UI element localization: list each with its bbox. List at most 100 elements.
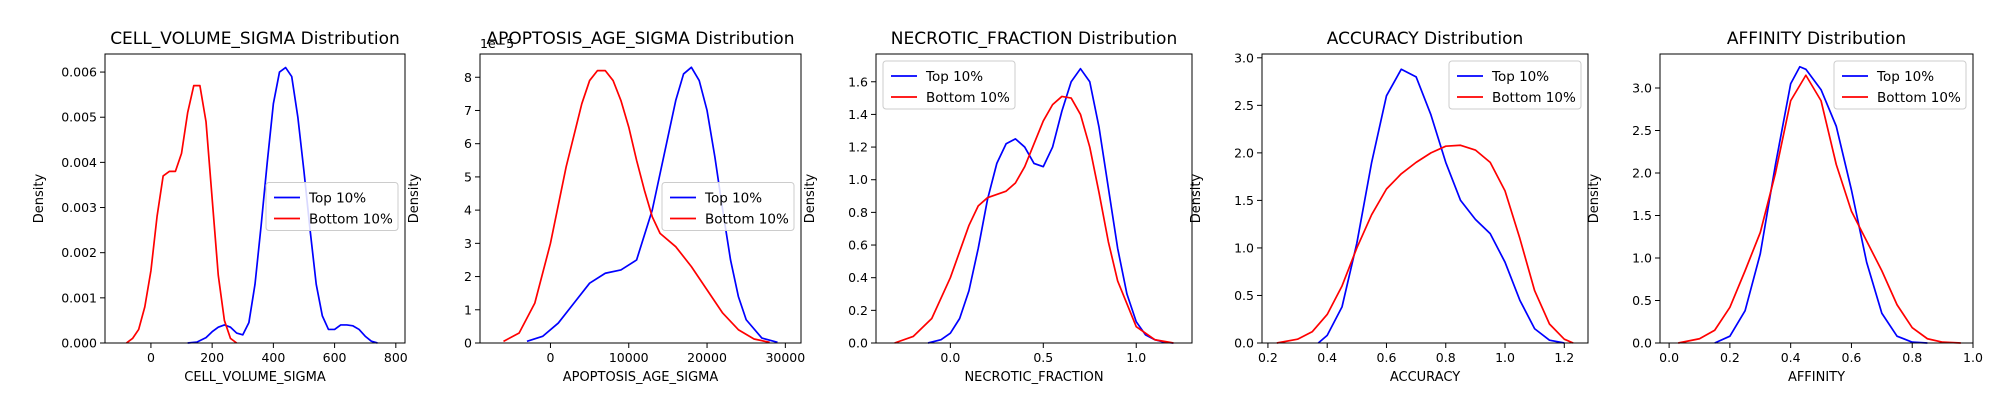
series-line-top [927, 67, 1174, 344]
y-tick-label: 0.6 [848, 238, 868, 253]
y-tick-label: 3 [464, 236, 472, 251]
legend-label: Bottom 10% [705, 212, 789, 228]
y-tick-label: 1 [464, 302, 472, 317]
x-tick-label: 20000 [687, 350, 727, 365]
chart-title: AFFINITY Distribution [1727, 29, 1906, 49]
x-tick-label: 1.2 [1554, 350, 1574, 365]
x-axis-label: NECROTIC_FRACTION [964, 370, 1103, 385]
x-tick-label: 0.0 [1659, 350, 1679, 365]
x-tick-label: 0.8 [1436, 350, 1456, 365]
y-tick-label: 1.5 [1632, 208, 1652, 223]
series-line-top [187, 66, 378, 344]
plot-frame [104, 53, 406, 344]
y-tick-label: 2.5 [1234, 98, 1254, 113]
y-tick-label: 1.0 [1234, 240, 1254, 255]
chart-panel-2: APOPTOSIS_AGE_SIGMA Distribution APOPTOSI… [407, 29, 805, 385]
x-tick-label: 600 [323, 350, 347, 365]
legend-label: Bottom 10% [309, 212, 393, 228]
y-tick-label: 0.006 [61, 65, 97, 80]
x-tick-label: 0 [546, 350, 554, 365]
y-tick-label: 0.002 [61, 245, 97, 260]
y-axis-label: Density [32, 173, 47, 223]
x-tick-label: 0.6 [1842, 350, 1862, 365]
y-tick-label: 6 [464, 136, 472, 151]
series-line-bottom [125, 84, 238, 344]
legend-label: Top 10% [925, 69, 983, 85]
x-tick-label: 1.0 [1963, 350, 1983, 365]
series-line-bottom [1276, 144, 1574, 344]
y-tick-label: 0.005 [61, 110, 97, 125]
y-tick-label: 0.8 [848, 205, 868, 220]
y-axis-label: Density [1189, 173, 1204, 223]
y-tick-label: 1.0 [848, 172, 868, 187]
x-tick-label: 10000 [609, 350, 649, 365]
y-tick-label: 1.2 [848, 140, 868, 155]
x-tick-label: 0.8 [1902, 350, 1922, 365]
series-line-top [1714, 65, 1928, 344]
chart-panel-5: AFFINITY Distribution AFFINITY Density 0.0 0… [1587, 29, 1983, 385]
legend-label: Bottom 10% [1877, 90, 1961, 106]
x-tick-label: 0.0 [940, 350, 960, 365]
y-tick-label: 8 [464, 70, 472, 85]
chart-title: ACCURACY Distribution [1327, 29, 1524, 49]
x-tick-label: 800 [384, 350, 408, 365]
x-tick-label: 1.0 [1495, 350, 1515, 365]
chart-panel-3: NECROTIC_FRACTION Distribution NECROTIC_F… [803, 29, 1193, 385]
y-tick-label: 1.6 [848, 74, 868, 89]
x-axis-label: AFFINITY [1788, 370, 1845, 385]
y-tick-label: 3.0 [1234, 50, 1254, 65]
chart-title: NECROTIC_FRACTION Distribution [891, 29, 1177, 49]
y-tick-label: 1.5 [1234, 193, 1254, 208]
x-tick-label: 0.4 [1781, 350, 1801, 365]
y-tick-label: 0.4 [848, 270, 868, 285]
y-axis-label: Density [407, 173, 422, 223]
chart-title: CELL_VOLUME_SIGMA Distribution [110, 29, 400, 49]
y-tick-label: 0.003 [61, 200, 97, 215]
x-tick-label: 0.5 [1033, 350, 1053, 365]
y-tick-label: 0.0 [1632, 336, 1652, 351]
chart-title: APOPTOSIS_AGE_SIGMA Distribution [487, 29, 795, 49]
y-tick-label: 0.0 [1234, 336, 1254, 351]
legend-label: Top 10% [1491, 69, 1549, 85]
x-tick-label: 0.2 [1720, 350, 1740, 365]
legend-label: Top 10% [704, 191, 762, 207]
y-tick-label: 1.0 [1632, 251, 1652, 266]
y-tick-label: 3.0 [1632, 81, 1652, 96]
y-tick-label: 2.5 [1632, 123, 1652, 138]
x-tick-label: 400 [261, 350, 285, 365]
plot-frame [875, 53, 1193, 344]
series-line-bottom [894, 95, 1174, 344]
y-tick-label: 1.4 [848, 107, 868, 122]
y-tick-label: 0.000 [61, 336, 97, 351]
y-axis-label: Density [803, 173, 818, 223]
x-tick-label: 0.2 [1258, 350, 1278, 365]
series-line-top [526, 66, 778, 344]
x-tick-label: 0.4 [1317, 350, 1337, 365]
chart-panel-4: ACCURACY Distribution ACCURACY Density 0.2 0… [1189, 29, 1589, 385]
y-tick-label: 0.5 [1234, 288, 1254, 303]
y-tick-label: 0.0 [848, 336, 868, 351]
legend: Top 10% Bottom 10% [1833, 60, 1967, 110]
y-tick-label: 0.2 [848, 303, 868, 318]
y-tick-label: 7 [464, 103, 472, 118]
y-axis-label: Density [1587, 173, 1602, 223]
x-tick-label: 0.6 [1377, 350, 1397, 365]
legend-label: Top 10% [1876, 69, 1934, 85]
series-line-bottom [503, 69, 770, 344]
y-tick-label: 0.5 [1632, 293, 1652, 308]
y-tick-label: 2 [464, 269, 472, 284]
series-line-top [1317, 68, 1565, 344]
x-tick-label: 0 [147, 350, 155, 365]
x-tick-label: 200 [200, 350, 224, 365]
plot-frame [1659, 53, 1974, 344]
legend-label: Bottom 10% [1492, 90, 1576, 106]
legend: Top 10% Bottom 10% [661, 182, 795, 231]
x-axis-label: APOPTOSIS_AGE_SIGMA [563, 370, 719, 385]
chart-panel-1: CELL_VOLUME_SIGMA Distribution CELL_VOLUM… [32, 29, 408, 385]
y-tick-label: 2.0 [1234, 145, 1254, 160]
y-tick-label: 0.004 [61, 155, 97, 170]
y-tick-label: 0.001 [61, 290, 97, 305]
x-tick-label: 30000 [765, 350, 805, 365]
plot-frame [479, 53, 802, 344]
